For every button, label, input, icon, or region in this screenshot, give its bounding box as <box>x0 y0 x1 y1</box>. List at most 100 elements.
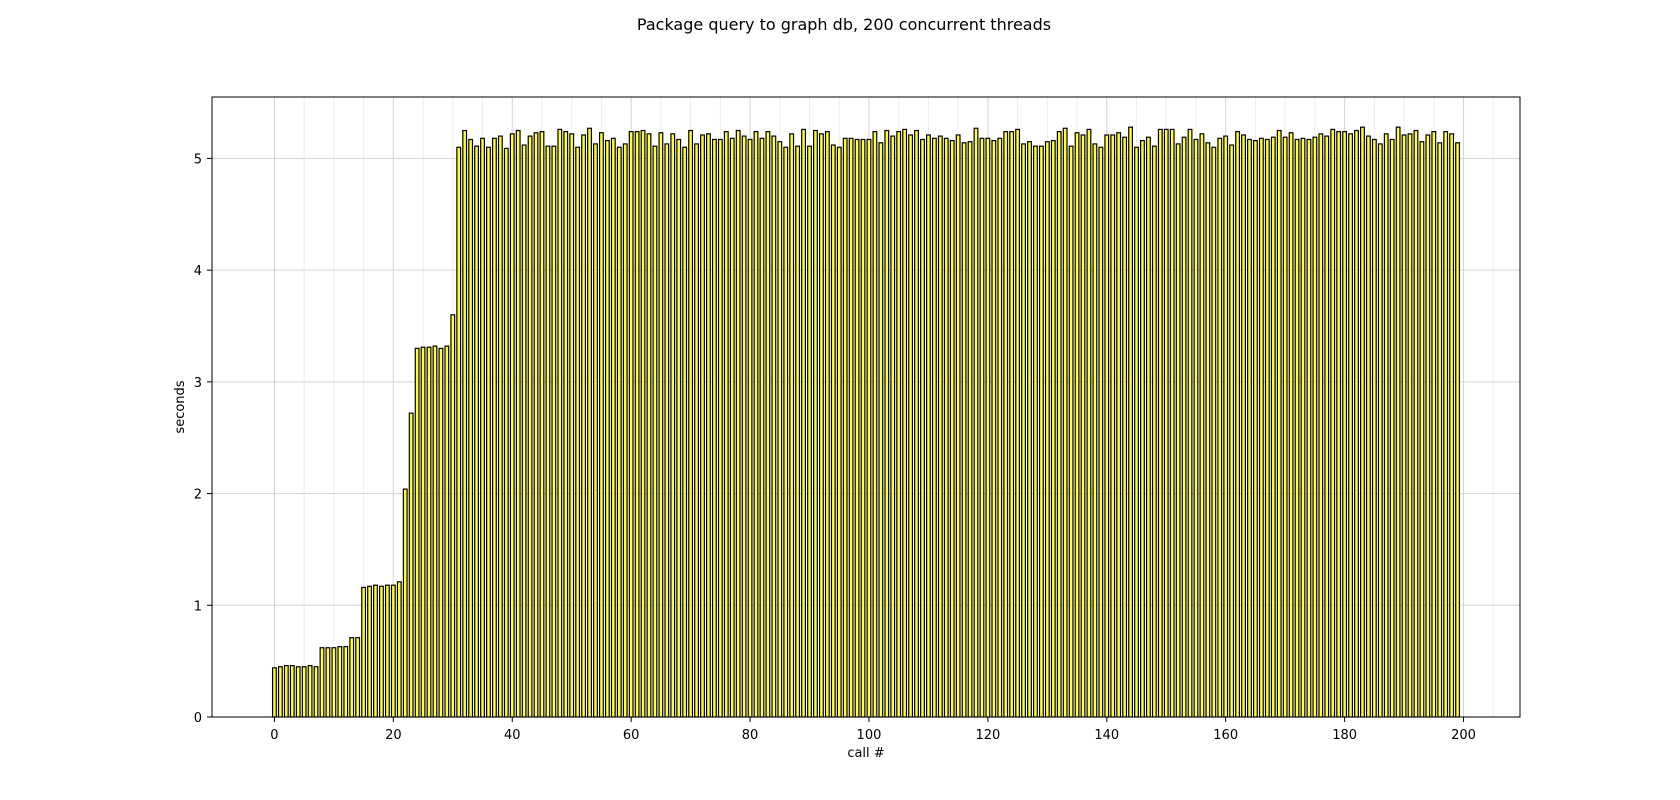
bar <box>1282 136 1288 718</box>
bar <box>741 135 747 718</box>
bar <box>991 139 997 718</box>
bar <box>1371 138 1377 718</box>
bar <box>1217 137 1223 718</box>
x-tick-label: 60 <box>623 728 640 743</box>
bar <box>1145 136 1151 718</box>
bar <box>563 131 569 718</box>
bar-series <box>271 126 1461 718</box>
bar <box>581 134 587 718</box>
bar <box>664 143 670 718</box>
bar <box>700 134 705 718</box>
bar <box>646 133 652 718</box>
bar <box>1056 131 1062 718</box>
x-tick-label: 140 <box>1094 728 1119 743</box>
bar <box>878 142 884 718</box>
bar <box>694 143 699 718</box>
bar <box>914 129 919 718</box>
bar <box>771 135 777 718</box>
bar <box>783 146 789 718</box>
bar <box>723 131 729 718</box>
bar <box>1342 131 1348 718</box>
bar <box>1318 133 1324 718</box>
bar <box>1128 126 1134 718</box>
x-tick-label: 200 <box>1451 728 1476 743</box>
bar <box>854 138 860 718</box>
bar <box>1449 133 1455 718</box>
bar <box>486 146 491 718</box>
bar <box>396 581 402 718</box>
bar <box>1360 126 1365 718</box>
bar <box>1205 142 1211 718</box>
bar <box>1247 138 1252 718</box>
bar <box>468 138 474 718</box>
bar <box>1264 138 1270 718</box>
bar <box>1443 131 1449 718</box>
bar <box>717 138 723 718</box>
bar <box>450 314 456 718</box>
bar <box>920 138 925 718</box>
bar <box>759 137 765 718</box>
bar <box>1365 135 1371 718</box>
bar <box>747 138 753 718</box>
y-tick-label: 0 <box>194 711 202 726</box>
bar <box>890 135 896 718</box>
bar <box>462 129 468 718</box>
bar <box>836 146 842 718</box>
bar <box>1252 139 1258 718</box>
bar <box>985 137 991 718</box>
bar <box>1015 128 1021 718</box>
bar <box>373 584 378 718</box>
bar <box>1455 142 1461 718</box>
bar <box>1038 145 1044 718</box>
bar <box>1276 129 1282 718</box>
bar <box>1425 134 1431 718</box>
bar <box>593 143 598 718</box>
bar <box>1009 131 1015 718</box>
bar <box>1122 136 1128 718</box>
bar <box>283 665 289 718</box>
bar <box>349 637 355 718</box>
bar <box>1407 133 1413 718</box>
bar <box>343 646 349 718</box>
bar <box>896 131 902 718</box>
bar <box>1068 145 1074 718</box>
bar <box>872 131 878 718</box>
bar <box>527 135 533 718</box>
bar <box>943 137 949 718</box>
bar <box>711 138 717 718</box>
bar <box>818 133 824 718</box>
bar <box>1324 135 1330 718</box>
bar <box>795 145 801 718</box>
y-axis: 0 1 2 3 4 5 <box>194 152 212 726</box>
bar <box>658 132 664 718</box>
bar <box>1062 127 1068 718</box>
y-axis-label: seconds <box>173 380 188 433</box>
bar <box>355 637 361 718</box>
bar <box>670 133 676 718</box>
bar <box>706 133 711 718</box>
bar <box>569 133 575 718</box>
bar <box>480 137 485 718</box>
bar <box>1258 137 1264 718</box>
bar <box>301 666 307 718</box>
bar <box>598 132 604 718</box>
bar <box>491 137 497 718</box>
bar <box>1074 132 1080 718</box>
y-tick-label: 1 <box>194 599 202 614</box>
bar <box>1395 126 1401 718</box>
bar <box>497 135 503 718</box>
bar <box>402 488 408 718</box>
bar <box>967 141 973 718</box>
y-tick-label: 2 <box>194 488 202 503</box>
bar <box>1419 141 1425 718</box>
bar <box>1354 129 1359 718</box>
bar <box>1050 139 1056 718</box>
bar <box>432 345 438 718</box>
bar <box>313 666 319 718</box>
bar <box>1300 137 1306 718</box>
bar <box>533 132 539 718</box>
bar <box>1241 134 1246 718</box>
bar <box>1151 145 1157 718</box>
x-tick-label: 180 <box>1332 728 1357 743</box>
